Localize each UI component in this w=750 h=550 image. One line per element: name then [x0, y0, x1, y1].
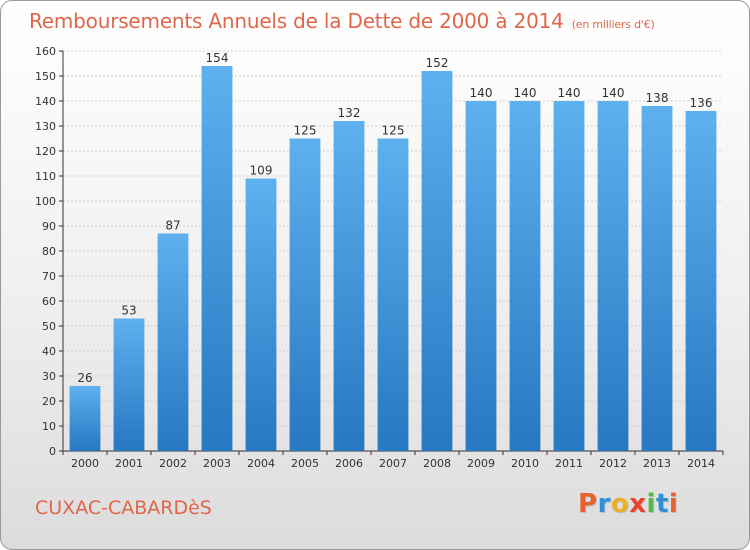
- data-label: 138: [646, 91, 669, 105]
- data-label: 53: [121, 304, 136, 318]
- data-labels: 26 53 87 154 109 125 132 125 152 140 140 140 140 138 1…: [77, 51, 712, 385]
- bar: [685, 111, 717, 451]
- data-label: 87: [165, 219, 180, 233]
- logo-letter: o: [610, 489, 630, 519]
- x-tick-label: 2000: [71, 457, 99, 470]
- logo-letter: i: [646, 489, 656, 519]
- y-tick-label: 100: [35, 195, 56, 208]
- y-tick-label: 70: [42, 270, 56, 283]
- data-label: 132: [338, 106, 361, 120]
- x-tick-label: 2002: [159, 457, 187, 470]
- y-tick-label: 140: [35, 95, 56, 108]
- bar: [333, 121, 365, 451]
- data-label: 136: [690, 96, 713, 110]
- bar: [201, 66, 233, 451]
- y-tick-label: 40: [42, 345, 56, 358]
- data-label: 140: [602, 86, 625, 100]
- y-tick-label: 150: [35, 70, 56, 83]
- data-label: 154: [206, 51, 229, 65]
- bar: [509, 101, 541, 451]
- y-tick-label: 0: [49, 445, 56, 458]
- x-tick-label: 2004: [247, 457, 275, 470]
- x-tick-label: 2007: [379, 457, 407, 470]
- bar: [113, 318, 145, 451]
- bar: [69, 386, 101, 451]
- y-tick-label: 120: [35, 145, 56, 158]
- x-tick-label: 2011: [555, 457, 583, 470]
- bar: [597, 101, 629, 451]
- data-label: 109: [250, 164, 273, 178]
- bar: [245, 178, 277, 451]
- y-tick-label: 130: [35, 120, 56, 133]
- data-label: 125: [382, 124, 405, 138]
- x-tick-label: 2005: [291, 457, 319, 470]
- x-tick-label: 2013: [643, 457, 671, 470]
- data-label: 152: [426, 56, 449, 70]
- y-tick-label: 110: [35, 170, 56, 183]
- y-tick-label: 80: [42, 245, 56, 258]
- x-tick-label: 2001: [115, 457, 143, 470]
- x-tick-label: 2010: [511, 457, 539, 470]
- y-tick-label: 50: [42, 320, 56, 333]
- data-label: 140: [514, 86, 537, 100]
- y-tick-label: 20: [42, 395, 56, 408]
- city-name: CUXAC-CABARDèS: [35, 497, 212, 519]
- chart-title-text: Remboursements Annuels de la Dette de 20…: [29, 9, 564, 33]
- data-label: 140: [470, 86, 493, 100]
- bar: [377, 138, 409, 451]
- bar: [157, 233, 189, 451]
- x-tick-label: 2009: [467, 457, 495, 470]
- logo-letter: x: [629, 489, 647, 519]
- x-tick-label: 2012: [599, 457, 627, 470]
- y-tick-label: 10: [42, 420, 56, 433]
- x-tick-label: 2003: [203, 457, 231, 470]
- data-label: 140: [558, 86, 581, 100]
- bars: [69, 66, 717, 451]
- bar: [421, 71, 453, 451]
- chart-title: Remboursements Annuels de la Dette de 20…: [29, 9, 655, 33]
- x-tick-label: 2006: [335, 457, 363, 470]
- chart-unit: (en milliers d'€): [571, 18, 655, 31]
- logo-letter: i: [668, 489, 679, 519]
- data-label: 125: [294, 124, 317, 138]
- bar: [553, 101, 585, 451]
- logo-letter: t: [655, 489, 669, 519]
- y-tick-label: 90: [42, 220, 56, 233]
- y-tick-label: 60: [42, 295, 56, 308]
- y-tick-label: 160: [35, 45, 56, 58]
- bar: [289, 138, 321, 451]
- proxiti-logo[interactable]: Proxiti: [578, 489, 678, 519]
- data-label: 26: [77, 371, 92, 385]
- y-tick-label: 30: [42, 370, 56, 383]
- x-tick-label: 2008: [423, 457, 451, 470]
- bar: [465, 101, 497, 451]
- axes: 0 10 20 30 40 50 60 70 80 90 100 110 120 130 140 150 160…: [35, 45, 724, 470]
- logo-letter: P: [578, 489, 598, 519]
- bar: [641, 106, 673, 451]
- logo-letter: r: [597, 489, 611, 519]
- x-tick-label: 2014: [687, 457, 715, 470]
